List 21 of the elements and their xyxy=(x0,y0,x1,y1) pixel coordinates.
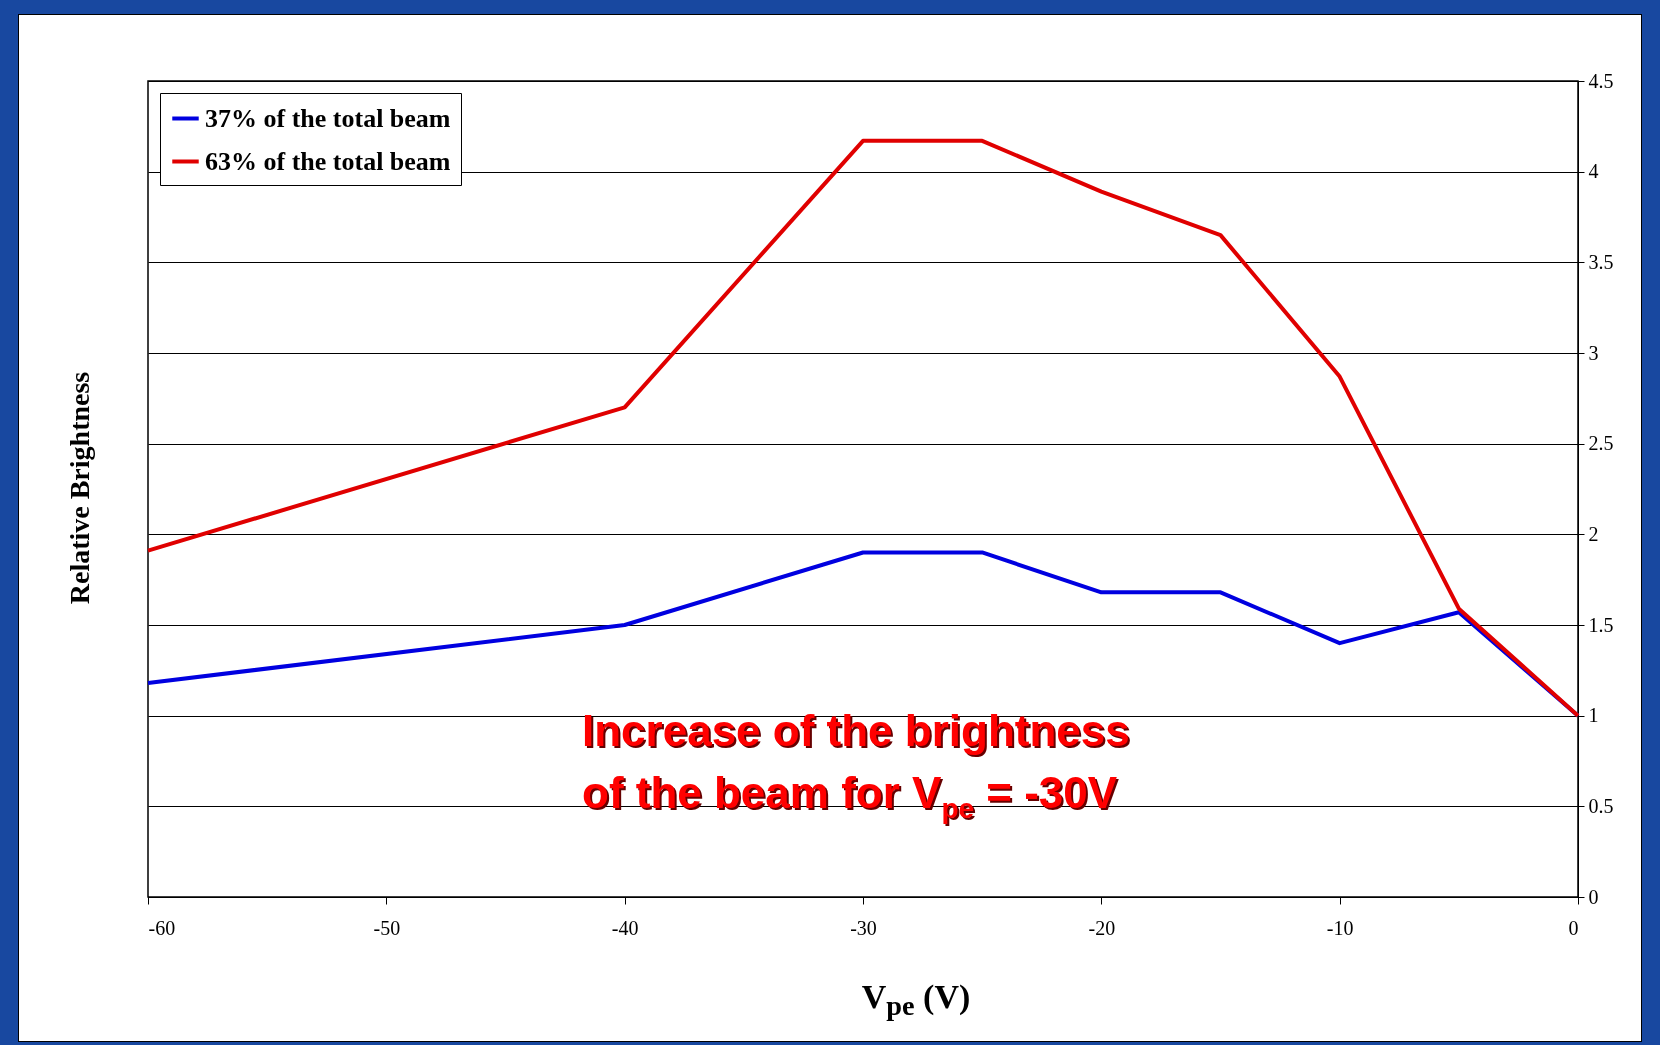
x-tick-label: -60 xyxy=(148,916,176,939)
y-tick-label: 3.5 xyxy=(1588,250,1614,273)
y-tick-label: 4 xyxy=(1588,160,1599,183)
y-axis-title: Relative Brightness xyxy=(64,371,96,605)
y-tick-label: 2 xyxy=(1588,522,1599,545)
y-tick-label: 2.5 xyxy=(1588,432,1614,455)
y-tick-label: 1.5 xyxy=(1588,613,1614,636)
x-tick-label: 0 xyxy=(1568,916,1579,939)
y-tick-label: 1 xyxy=(1588,704,1599,727)
x-tick-label: -30 xyxy=(850,916,877,939)
y-tick-label: 3 xyxy=(1588,341,1599,364)
x-tick-label: -10 xyxy=(1326,916,1354,939)
legend-label: 37% of the total beam xyxy=(205,103,451,133)
x-tick-label: -20 xyxy=(1088,916,1116,939)
x-axis-title: V$_{pe}$ (V) xyxy=(861,977,971,1023)
x-tick-label: -50 xyxy=(373,916,401,939)
y-tick-label: 0.5 xyxy=(1588,794,1614,817)
y-tick-label: 0 xyxy=(1588,885,1599,908)
x-tick-label: -40 xyxy=(611,916,639,939)
y-tick-label: 4.5 xyxy=(1588,69,1614,92)
legend-label: 63% of the total beam xyxy=(205,146,451,176)
